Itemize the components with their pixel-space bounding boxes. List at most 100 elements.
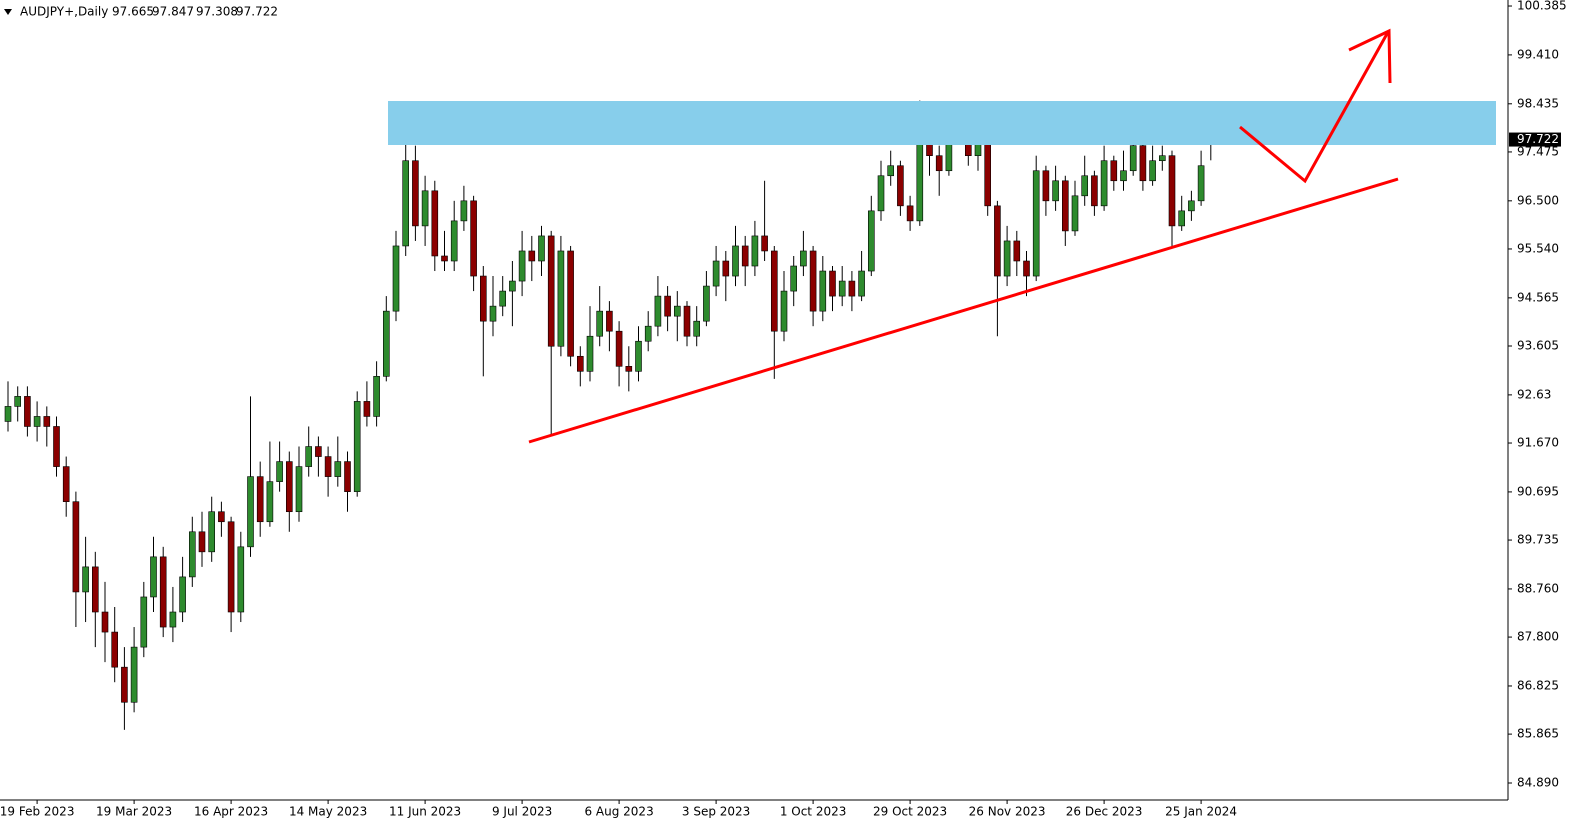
candle-body	[1052, 180, 1059, 202]
candle-body	[722, 260, 730, 277]
x-tick-label: 19 Mar 2023	[96, 805, 172, 819]
candle-body	[295, 466, 303, 513]
candle-body	[227, 521, 235, 613]
candle-body	[247, 476, 254, 548]
candle-body	[509, 280, 516, 292]
y-tick-label: 88.760	[1517, 581, 1559, 595]
candle-body	[683, 305, 691, 337]
y-tick-label: 85.865	[1517, 727, 1559, 741]
ohlc-close: 97.722	[236, 5, 278, 19]
candle-body	[266, 481, 274, 523]
menu-triangle	[4, 9, 12, 15]
x-tick-label: 26 Dec 2023	[1066, 805, 1143, 819]
candle-body	[489, 305, 497, 322]
candle-body	[673, 305, 681, 317]
candle-body	[770, 250, 778, 332]
candle-body	[906, 205, 914, 222]
candle-body	[809, 250, 817, 312]
candle-body	[547, 235, 555, 347]
x-tick-label: 29 Oct 2023	[873, 805, 947, 819]
candle-body	[712, 260, 720, 287]
y-tick-label: 92.63	[1517, 387, 1551, 401]
arrow-head	[1348, 28, 1392, 84]
ohlc-high: 97.847	[152, 5, 194, 19]
candle-body	[557, 250, 565, 347]
candle-body	[412, 160, 419, 227]
x-tick-label: 19 Feb 2023	[0, 805, 74, 819]
candle-body	[150, 556, 157, 598]
candle-body	[402, 160, 410, 247]
resistance-zone	[388, 101, 1496, 145]
y-tick-label: 84.890	[1517, 776, 1559, 790]
candle-body	[538, 235, 545, 262]
candle-body	[140, 596, 148, 648]
candle-body	[256, 476, 264, 523]
candle-body	[334, 461, 342, 477]
axis-overlay: 100.385 99.410 98.435 97.475 96.500 95.540 94.…	[0, 0, 1567, 819]
candle-body	[324, 456, 332, 477]
candle-body	[1139, 145, 1147, 182]
candle-body	[606, 310, 613, 332]
x-tick-label: 25 Jan 2024	[1165, 805, 1237, 819]
candle-body	[877, 175, 885, 212]
candle-body	[431, 190, 439, 257]
candle-body	[732, 245, 739, 277]
candle-body	[761, 235, 768, 252]
candle-body	[751, 235, 759, 267]
candle-body	[421, 190, 429, 227]
candle-body	[635, 340, 642, 372]
candle-body	[848, 280, 856, 297]
candle-body	[1013, 240, 1021, 262]
candle-body	[567, 250, 574, 357]
forecast-arrow	[1239, 31, 1390, 184]
candle-body	[353, 401, 361, 492]
candle-body	[819, 270, 827, 312]
candle-body	[664, 295, 671, 317]
candle-body	[838, 280, 846, 297]
candle-body	[644, 325, 652, 342]
candle-body	[1188, 200, 1195, 212]
candle-body	[1100, 160, 1108, 207]
chart-title: AUDJPY+,Daily	[20, 5, 108, 19]
candle-body	[159, 556, 167, 628]
candle-body	[315, 446, 322, 457]
candle-body	[470, 200, 477, 277]
candle-body	[499, 290, 507, 307]
candle-body	[285, 461, 293, 513]
candle-body	[625, 366, 633, 372]
candle-body	[392, 245, 400, 312]
candle-body	[479, 275, 487, 322]
candle-body	[984, 140, 992, 207]
candle-body	[198, 531, 206, 553]
y-tick-label: 100.385	[1517, 0, 1567, 13]
candle-body	[887, 165, 895, 177]
candle-body	[780, 290, 788, 332]
candle-body	[528, 250, 536, 262]
candle-body	[586, 335, 594, 372]
y-tick-label: 86.825	[1517, 678, 1559, 692]
candle-body	[1062, 180, 1069, 232]
candle-body	[1071, 195, 1079, 232]
y-tick-label: 90.695	[1517, 484, 1559, 498]
candle-body	[1178, 210, 1185, 227]
candle-body	[1168, 155, 1176, 227]
candle-body	[693, 320, 701, 337]
candle-body	[596, 310, 604, 337]
candle-body	[14, 396, 21, 407]
candle-body	[450, 220, 458, 262]
x-tick-label: 9 Jul 2023	[492, 805, 552, 819]
y-tick-label: 99.410	[1517, 47, 1559, 61]
candle-body	[101, 611, 109, 633]
candle-body	[189, 531, 196, 578]
candle-body	[43, 416, 51, 427]
candle-body	[72, 501, 80, 593]
candle-body	[703, 285, 710, 322]
candle-body	[1003, 240, 1011, 277]
plot	[4, 100, 1215, 730]
candle-body	[867, 210, 875, 272]
candle-body	[441, 255, 448, 262]
candle-body	[33, 416, 41, 427]
candle-body	[576, 355, 584, 372]
x-tick-label: 3 Sep 2023	[682, 805, 750, 819]
